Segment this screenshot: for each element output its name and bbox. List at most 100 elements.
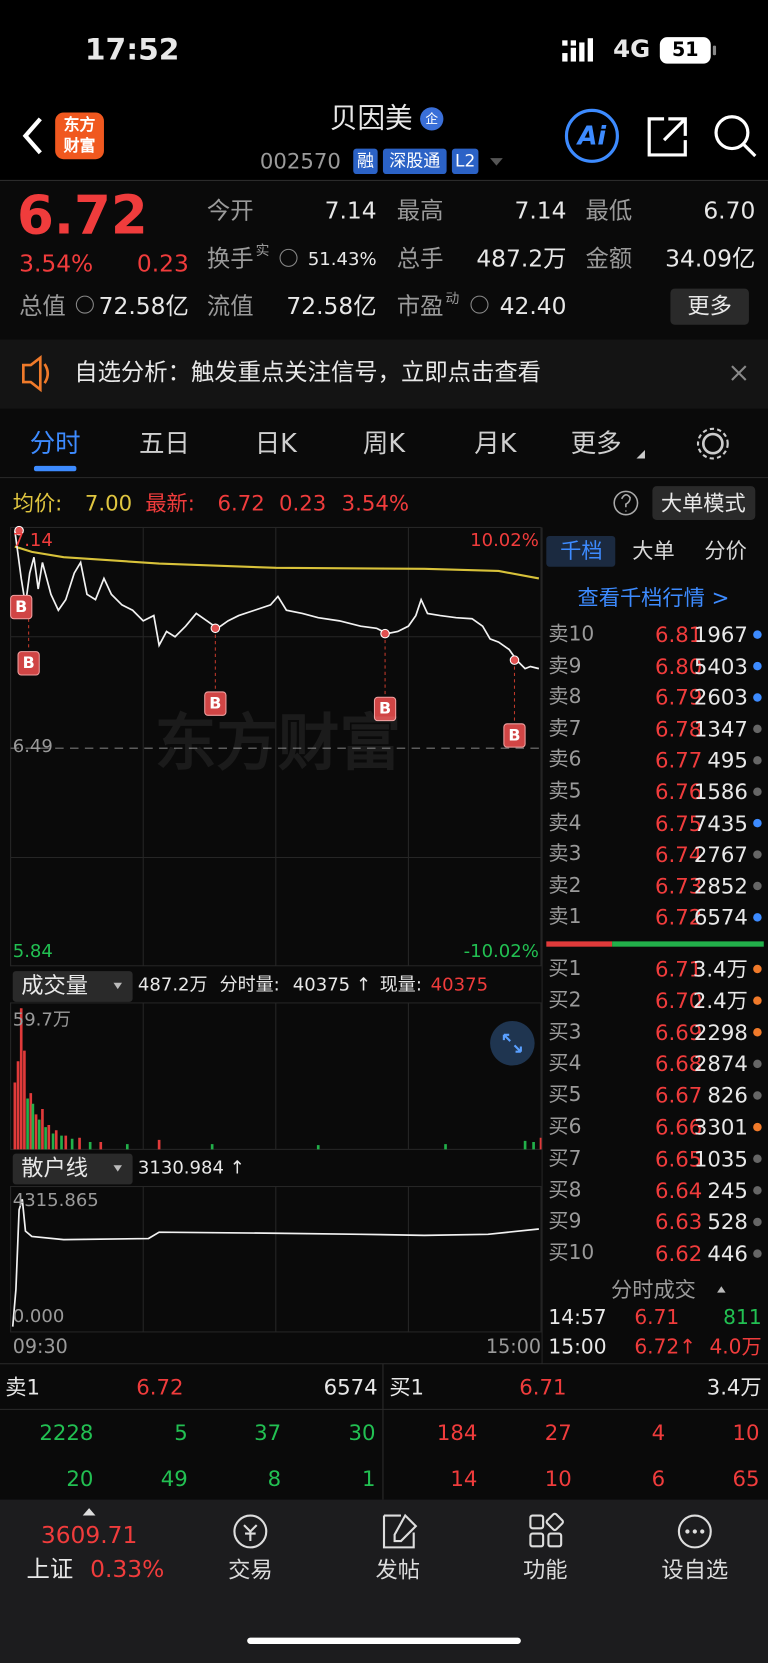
depth-tab[interactable]: 大单 <box>632 538 675 564</box>
settings-icon-teeth[interactable] <box>696 427 729 460</box>
trade-volume: 811 <box>723 1305 762 1330</box>
clock: 17:52 <box>84 31 180 67</box>
stat-value: 51.43% <box>307 248 377 271</box>
mode-button[interactable] <box>652 486 756 521</box>
bid-price: 6.64 <box>655 1177 703 1204</box>
function-icon[interactable] <box>529 1532 545 1548</box>
notice-text[interactable]: 自选分析：触发重点关注信号，立即点击查看 <box>74 359 542 387</box>
ask-label: 卖2 <box>548 873 582 898</box>
dropdown-icon[interactable] <box>113 1165 122 1172</box>
more-button-label[interactable]: 更多 <box>687 293 732 319</box>
trade-price: 6.72↑ <box>634 1335 697 1359</box>
tag-bg <box>353 148 378 175</box>
stat-value: 7.14 <box>324 198 377 225</box>
depth-ratio-bid <box>612 941 764 947</box>
trades-title[interactable]: 分时成交 <box>611 1276 696 1303</box>
network: 4G <box>613 35 651 64</box>
watchlist-icon-dots[interactable] <box>685 1529 690 1534</box>
help-icon[interactable] <box>613 490 639 516</box>
volume-dot <box>753 1154 762 1163</box>
share-icon[interactable] <box>647 117 687 157</box>
book-price: 6.72 <box>136 1374 184 1400</box>
function-icon[interactable] <box>547 1532 563 1548</box>
ask-price: 6.77 <box>655 747 703 774</box>
function-icon[interactable] <box>529 1514 545 1530</box>
ask-label: 卖5 <box>548 779 582 803</box>
ai-label[interactable]: Ai <box>577 120 607 151</box>
index-name[interactable]: 上证 <box>26 1556 74 1584</box>
depth-tab[interactable]: 分价 <box>704 538 747 564</box>
bid-label: 买4 <box>548 1051 582 1075</box>
ai-button[interactable] <box>564 108 619 163</box>
signal-lines <box>28 618 516 723</box>
tab[interactable]: 周K <box>362 428 406 459</box>
depth-tab[interactable]: 千档 <box>560 538 603 564</box>
trade-icon-mark[interactable] <box>243 1524 258 1542</box>
latest-value: 6.72 <box>217 490 265 516</box>
back-icon[interactable] <box>22 117 42 155</box>
stat-sup: 动 <box>445 291 460 308</box>
info-icon[interactable] <box>75 295 94 314</box>
info-icon[interactable] <box>279 248 298 267</box>
speaker-icon <box>22 354 50 393</box>
post-icon[interactable] <box>382 1513 418 1549</box>
volume-title[interactable]: 成交量 <box>21 972 89 999</box>
index-change[interactable]: 0.33% <box>90 1556 165 1584</box>
info-icon[interactable] <box>470 295 489 314</box>
tab[interactable]: 日K <box>254 428 297 459</box>
watchlist-icon[interactable] <box>677 1514 712 1549</box>
ask-label: 卖9 <box>548 653 582 678</box>
trade-icon[interactable] <box>233 1514 268 1549</box>
nav-item[interactable]: 发帖 <box>375 1557 421 1583</box>
watchlist-icon-dots[interactable] <box>700 1529 705 1534</box>
stock-code: 002570 <box>259 148 341 175</box>
bid-volume: 2298 <box>693 1019 748 1045</box>
book-volume: 3.4万 <box>706 1374 762 1400</box>
tab[interactable]: 五日 <box>138 428 190 459</box>
book-bid-order: 27 <box>544 1420 572 1446</box>
retail-title[interactable]: 散户线 <box>21 1155 89 1181</box>
search-icon[interactable] <box>714 115 750 151</box>
mode-button-label[interactable]: 大单模式 <box>660 490 746 516</box>
nav-item[interactable]: 交易 <box>228 1557 273 1583</box>
watchlist-icon-dots[interactable] <box>692 1529 697 1534</box>
expand-button[interactable] <box>490 1020 535 1066</box>
tab[interactable]: 更多 <box>570 428 622 459</box>
buy-signal: B <box>508 725 521 745</box>
dropdown-icon[interactable] <box>490 158 503 166</box>
tab[interactable]: 月K <box>474 428 517 459</box>
ask-price: 6.75 <box>655 810 703 836</box>
function-icon[interactable] <box>529 1512 564 1548</box>
price-line <box>14 530 540 670</box>
axis-label: 59.7万 <box>12 1009 71 1032</box>
depth-link[interactable]: 查看千档行情 > <box>577 584 730 611</box>
bid-volume: 2874 <box>693 1051 748 1077</box>
volume-selector[interactable] <box>12 971 133 1002</box>
depth-tab-active[interactable] <box>546 535 616 567</box>
volume-dot <box>753 881 762 891</box>
dropdown-icon[interactable] <box>113 982 122 990</box>
collapse-icon[interactable] <box>717 1286 726 1293</box>
nav-item[interactable]: 功能 <box>522 1557 568 1583</box>
bid-volume: 3.4万 <box>692 956 748 982</box>
expand-icon[interactable] <box>502 1033 522 1053</box>
bid-volume: 245 <box>707 1177 748 1204</box>
index-value[interactable]: 3609.71 <box>40 1522 138 1550</box>
watchlist-icon-dots[interactable] <box>685 1529 705 1534</box>
search-icon-handle[interactable] <box>742 143 757 158</box>
nav-item[interactable]: 设自选 <box>661 1557 729 1583</box>
volume-dot <box>753 724 762 734</box>
signal-dots <box>14 525 520 665</box>
tab[interactable]: 分时 <box>29 428 81 459</box>
settings-icon[interactable] <box>701 432 724 455</box>
book-ask-order: 2228 <box>39 1420 94 1446</box>
close-icon[interactable] <box>731 365 747 381</box>
ask-volume: 6574 <box>693 904 748 931</box>
more-button[interactable] <box>670 288 749 325</box>
bid-label: 买7 <box>548 1146 582 1170</box>
function-icon[interactable] <box>545 1512 564 1532</box>
retail-selector[interactable] <box>12 1153 133 1185</box>
bid-volume: 826 <box>707 1082 748 1109</box>
